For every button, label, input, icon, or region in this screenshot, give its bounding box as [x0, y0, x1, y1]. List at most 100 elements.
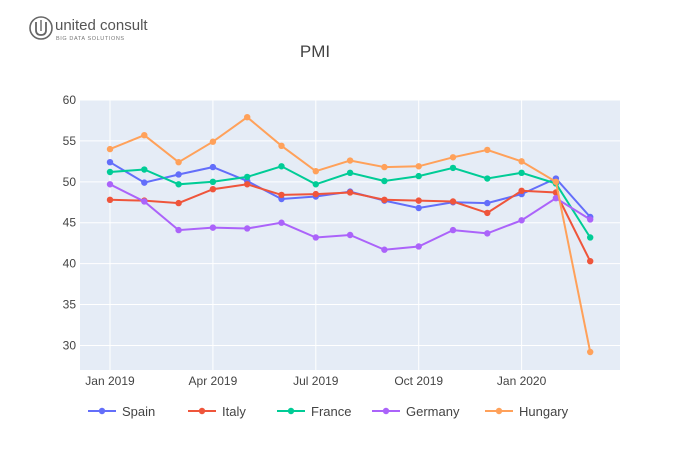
data-point[interactable] [175, 199, 182, 207]
data-point[interactable] [518, 217, 525, 224]
data-point[interactable] [484, 199, 491, 207]
data-point[interactable] [141, 179, 148, 186]
series-germany [106, 181, 594, 253]
data-point[interactable] [141, 166, 148, 173]
data-point[interactable] [484, 230, 491, 237]
legend-item-spain[interactable]: Spain [88, 404, 155, 419]
y-tick-label: 55 [63, 134, 77, 148]
data-point[interactable] [209, 138, 217, 145]
legend-label: Italy [222, 404, 246, 419]
data-point[interactable] [244, 113, 251, 121]
data-point[interactable] [141, 131, 148, 139]
u-circle-logo-icon [29, 16, 53, 40]
data-point[interactable] [415, 197, 422, 204]
data-point[interactable] [346, 189, 354, 196]
data-point[interactable] [278, 191, 285, 199]
legend-swatch-marker [382, 407, 390, 415]
data-point[interactable] [381, 246, 388, 253]
legend[interactable]: Spain Italy France Germany Hungary [88, 404, 569, 419]
y-tick-label: 35 [63, 298, 77, 312]
data-point[interactable] [244, 225, 251, 232]
data-point[interactable] [209, 224, 217, 231]
series-layer [106, 113, 594, 356]
data-point[interactable] [175, 181, 182, 188]
data-point[interactable] [587, 257, 594, 265]
data-point[interactable] [278, 142, 285, 150]
data-point[interactable] [552, 178, 560, 186]
data-point[interactable] [175, 171, 182, 178]
data-point[interactable] [346, 231, 354, 239]
legend-label: France [311, 404, 351, 419]
series-hungary [106, 113, 594, 356]
data-point[interactable] [415, 204, 422, 212]
y-tick-label: 30 [63, 338, 77, 352]
legend-item-italy[interactable]: Italy [188, 404, 246, 419]
data-point[interactable] [141, 198, 148, 205]
data-point[interactable] [518, 158, 525, 165]
data-point[interactable] [346, 157, 354, 164]
logo: united consult BIG DATA SOLUTIONS [29, 16, 148, 42]
chart-title: PMI [300, 42, 330, 61]
y-tick-label: 50 [63, 175, 77, 189]
data-point[interactable] [209, 185, 217, 193]
legend-item-germany[interactable]: Germany [372, 404, 460, 419]
data-point[interactable] [449, 198, 457, 205]
data-point[interactable] [278, 163, 285, 170]
data-point[interactable] [175, 226, 182, 234]
data-point[interactable] [552, 194, 560, 202]
data-point[interactable] [312, 167, 319, 175]
grid [80, 99, 620, 370]
data-point[interactable] [312, 234, 319, 241]
legend-swatch-marker [495, 407, 503, 415]
legend-label: Hungary [519, 404, 569, 419]
data-point[interactable] [381, 196, 388, 204]
data-point[interactable] [449, 226, 457, 234]
data-point[interactable] [449, 154, 457, 161]
data-point[interactable] [106, 145, 114, 153]
data-point[interactable] [587, 234, 594, 241]
data-point[interactable] [415, 172, 422, 180]
data-point[interactable] [312, 190, 319, 198]
y-tick-label: 40 [63, 257, 77, 271]
x-tick-label: Jan 2019 [85, 374, 135, 388]
data-point[interactable] [587, 348, 594, 356]
data-point[interactable] [381, 177, 388, 185]
legend-swatch-marker [287, 407, 295, 415]
data-point[interactable] [346, 169, 354, 177]
data-point[interactable] [484, 209, 491, 217]
data-point[interactable] [587, 216, 594, 223]
data-point[interactable] [449, 164, 457, 172]
data-point[interactable] [209, 163, 217, 171]
data-point[interactable] [484, 146, 491, 154]
data-point[interactable] [106, 181, 114, 188]
data-point[interactable] [175, 158, 182, 166]
data-point[interactable] [106, 196, 114, 204]
data-point[interactable] [484, 175, 491, 182]
legend-swatch-marker [198, 407, 206, 415]
x-tick-label: Apr 2019 [189, 374, 238, 388]
data-point[interactable] [518, 169, 525, 177]
data-point[interactable] [415, 243, 422, 250]
legend-swatch-marker [98, 407, 106, 415]
logo-brand: united consult [55, 17, 148, 34]
data-point[interactable] [312, 181, 319, 188]
data-point[interactable] [415, 163, 422, 170]
x-tick-label: Jan 2020 [497, 374, 547, 388]
data-point[interactable] [278, 219, 285, 226]
data-point[interactable] [106, 168, 114, 176]
axes: 30 35 40 45 50 55 60 Jan 2019 Apr 2019 Jul 2019 Oc… [63, 93, 547, 388]
logo-tagline: BIG DATA SOLUTIONS [56, 36, 125, 42]
data-point[interactable] [381, 163, 388, 171]
x-tick-label: Jul 2019 [293, 374, 339, 388]
data-point[interactable] [209, 178, 217, 186]
data-point[interactable] [518, 187, 525, 195]
data-point[interactable] [106, 158, 114, 166]
legend-item-hungary[interactable]: Hungary [485, 404, 569, 419]
y-tick-label: 45 [63, 216, 77, 230]
data-point[interactable] [244, 181, 251, 188]
legend-item-france[interactable]: France [277, 404, 351, 419]
series-france [106, 163, 594, 241]
data-point[interactable] [244, 173, 251, 181]
